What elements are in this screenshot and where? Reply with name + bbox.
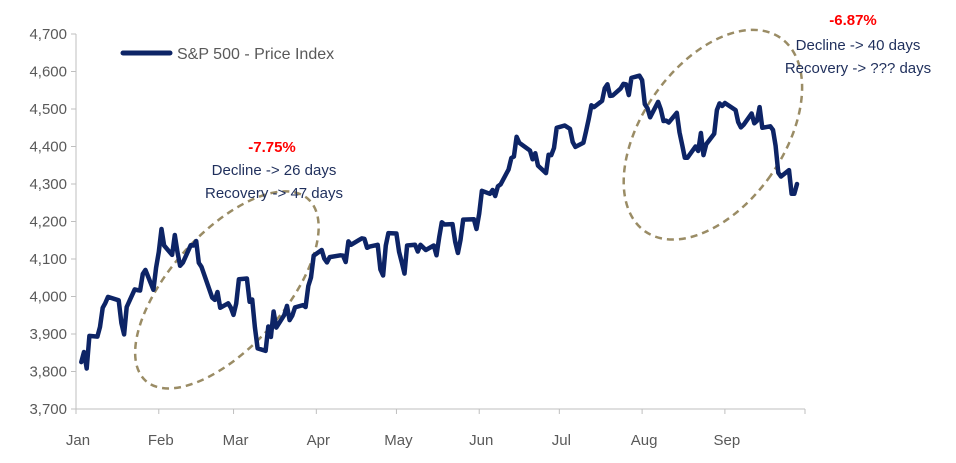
legend: S&P 500 - Price Index — [120, 46, 334, 63]
x-tick-label: Mar — [223, 432, 249, 449]
y-tick-label: 4,200 — [29, 214, 67, 231]
series-layer — [79, 73, 800, 371]
x-tick-label: Jan — [66, 432, 90, 449]
y-tick-label: 4,400 — [29, 139, 67, 156]
y-tick-label: 3,800 — [29, 364, 67, 381]
series-line-sp500 — [79, 73, 800, 371]
y-tick-label: 3,900 — [29, 326, 67, 343]
y-tick-label: 4,500 — [29, 101, 67, 118]
x-tick-label: Aug — [631, 432, 658, 449]
x-tick-label: May — [384, 432, 413, 449]
y-tick-label: 4,000 — [29, 289, 67, 306]
y-tick-label: 4,600 — [29, 64, 67, 81]
x-tick-label: Sep — [714, 432, 741, 449]
x-tick-label: Jul — [552, 432, 571, 449]
y-tick-label: 4,300 — [29, 176, 67, 193]
annotation-2-pct: -6.87% — [829, 12, 877, 29]
annotation-2-decline: Decline -> 40 days — [796, 37, 921, 54]
chart-axes: 3,700 3,800 3,900 4,000 4,100 4,200 4,300 4,400… — [29, 26, 806, 449]
y-tick-label: 4,700 — [29, 26, 67, 43]
annotation-2-recovery: Recovery -> ??? days — [785, 60, 931, 77]
y-tick-label: 4,100 — [29, 251, 67, 268]
y-tick-label: 3,700 — [29, 401, 67, 418]
x-tick-label: Jun — [469, 432, 493, 449]
annotation-1-recovery: Recovery -> 47 days — [205, 185, 343, 202]
annotation-1-pct: -7.75% — [248, 139, 296, 156]
x-tick-label: Feb — [148, 432, 174, 449]
x-tick-label: Apr — [307, 432, 330, 449]
annotations: -7.75% Decline -> 26 days Recovery -> 47… — [205, 12, 931, 202]
highlight-ellipse-2 — [622, 28, 804, 241]
legend-label: S&P 500 - Price Index — [177, 46, 334, 63]
annotation-1-decline: Decline -> 26 days — [212, 162, 337, 179]
